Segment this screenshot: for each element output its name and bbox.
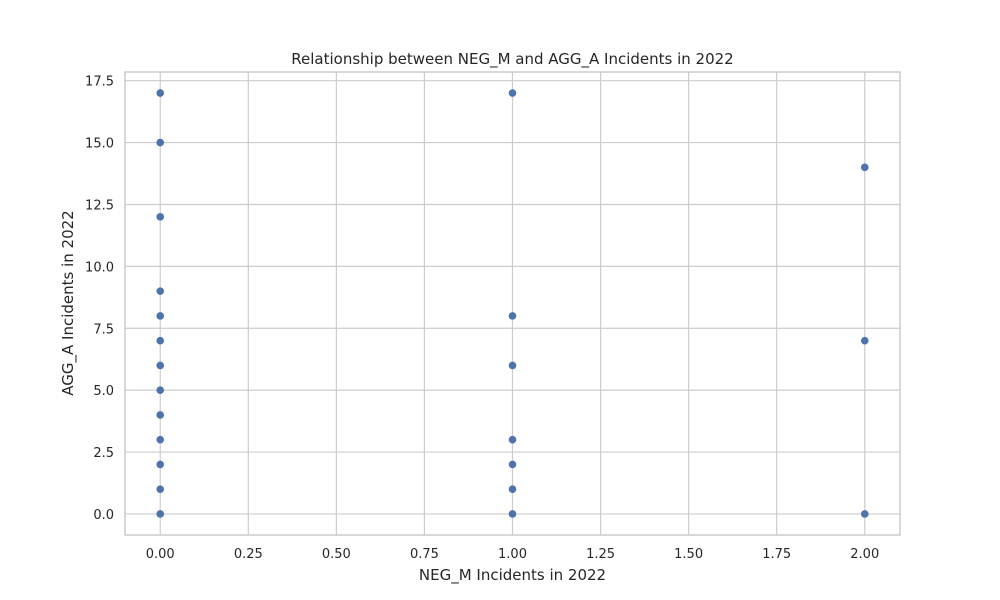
plot-frame: [124, 71, 901, 536]
data-point: [508, 460, 517, 469]
y-axis-label: AGG_A Incidents in 2022: [59, 210, 78, 395]
data-point: [156, 336, 165, 345]
data-point: [508, 435, 517, 444]
y-tick-label: 0.0: [93, 508, 114, 523]
data-points: [156, 89, 869, 518]
x-tick-label: 0.25: [234, 547, 263, 562]
data-point: [156, 411, 165, 419]
data-point: [156, 435, 165, 444]
data-point: [156, 213, 165, 221]
data-point: [508, 312, 517, 320]
data-point: [156, 312, 165, 320]
y-tick-label: 2.5: [93, 446, 114, 461]
data-point: [156, 287, 165, 295]
grid-lines: [125, 72, 900, 535]
data-point: [508, 510, 517, 518]
y-tick-labels: 0.0 2.5 5.0 7.5 10.0 12.5 15.0 17.5: [85, 75, 114, 523]
plot-border: [124, 71, 901, 536]
data-point: [508, 361, 517, 370]
data-point: [156, 138, 165, 147]
x-tick-label: 2.00: [850, 547, 879, 562]
data-point: [860, 336, 869, 345]
data-point: [156, 89, 165, 97]
x-tick-label: 1.25: [586, 547, 615, 562]
data-point: [156, 510, 165, 518]
y-tick-label: 12.5: [85, 198, 114, 213]
y-tick-label: 7.5: [93, 322, 114, 337]
x-tick-labels: 0.00 0.25 0.50 0.75 1.00 1.25 1.50 1.75 2.00: [146, 547, 879, 562]
data-point: [508, 485, 517, 493]
x-tick-label: 0.00: [146, 547, 175, 562]
data-point: [508, 89, 517, 97]
x-tick-label: 1.75: [762, 547, 791, 562]
data-point: [156, 485, 165, 493]
x-tick-label: 1.00: [498, 547, 527, 562]
x-tick-label: 0.50: [322, 547, 351, 562]
y-tick-label: 17.5: [85, 75, 114, 90]
data-point: [156, 361, 165, 370]
y-tick-label: 15.0: [85, 137, 114, 152]
chart-title: Relationship between NEG_M and AGG_A Inc…: [291, 50, 733, 69]
y-tick-label: 5.0: [93, 384, 114, 399]
x-axis-label: NEG_M Incidents in 2022: [419, 566, 606, 585]
x-tick-label: 1.50: [674, 547, 703, 562]
data-point: [156, 386, 165, 394]
data-point: [156, 460, 165, 469]
data-point: [860, 510, 869, 518]
data-point: [860, 163, 869, 172]
x-tick-label: 0.75: [410, 547, 439, 562]
y-tick-label: 10.0: [85, 260, 114, 275]
